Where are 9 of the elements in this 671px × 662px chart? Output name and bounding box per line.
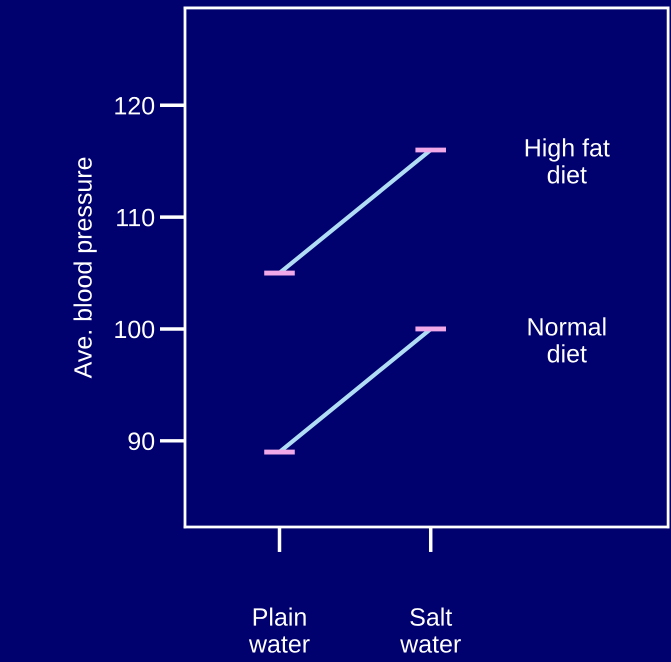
- y-tick-label: 110: [117, 208, 154, 226]
- text: High fat diet: [526, 138, 610, 184]
- x-tick-label: Plain water: [248, 608, 310, 653]
- y-axis-title: Ave. blood pressure: [73, 158, 97, 378]
- y-tick-label: 90: [128, 432, 154, 450]
- text: Normal diet: [528, 317, 606, 363]
- y-tick-label: 120: [115, 96, 154, 115]
- y-tick-label: 100: [115, 320, 154, 338]
- x-tick-label: Salt water: [400, 608, 461, 653]
